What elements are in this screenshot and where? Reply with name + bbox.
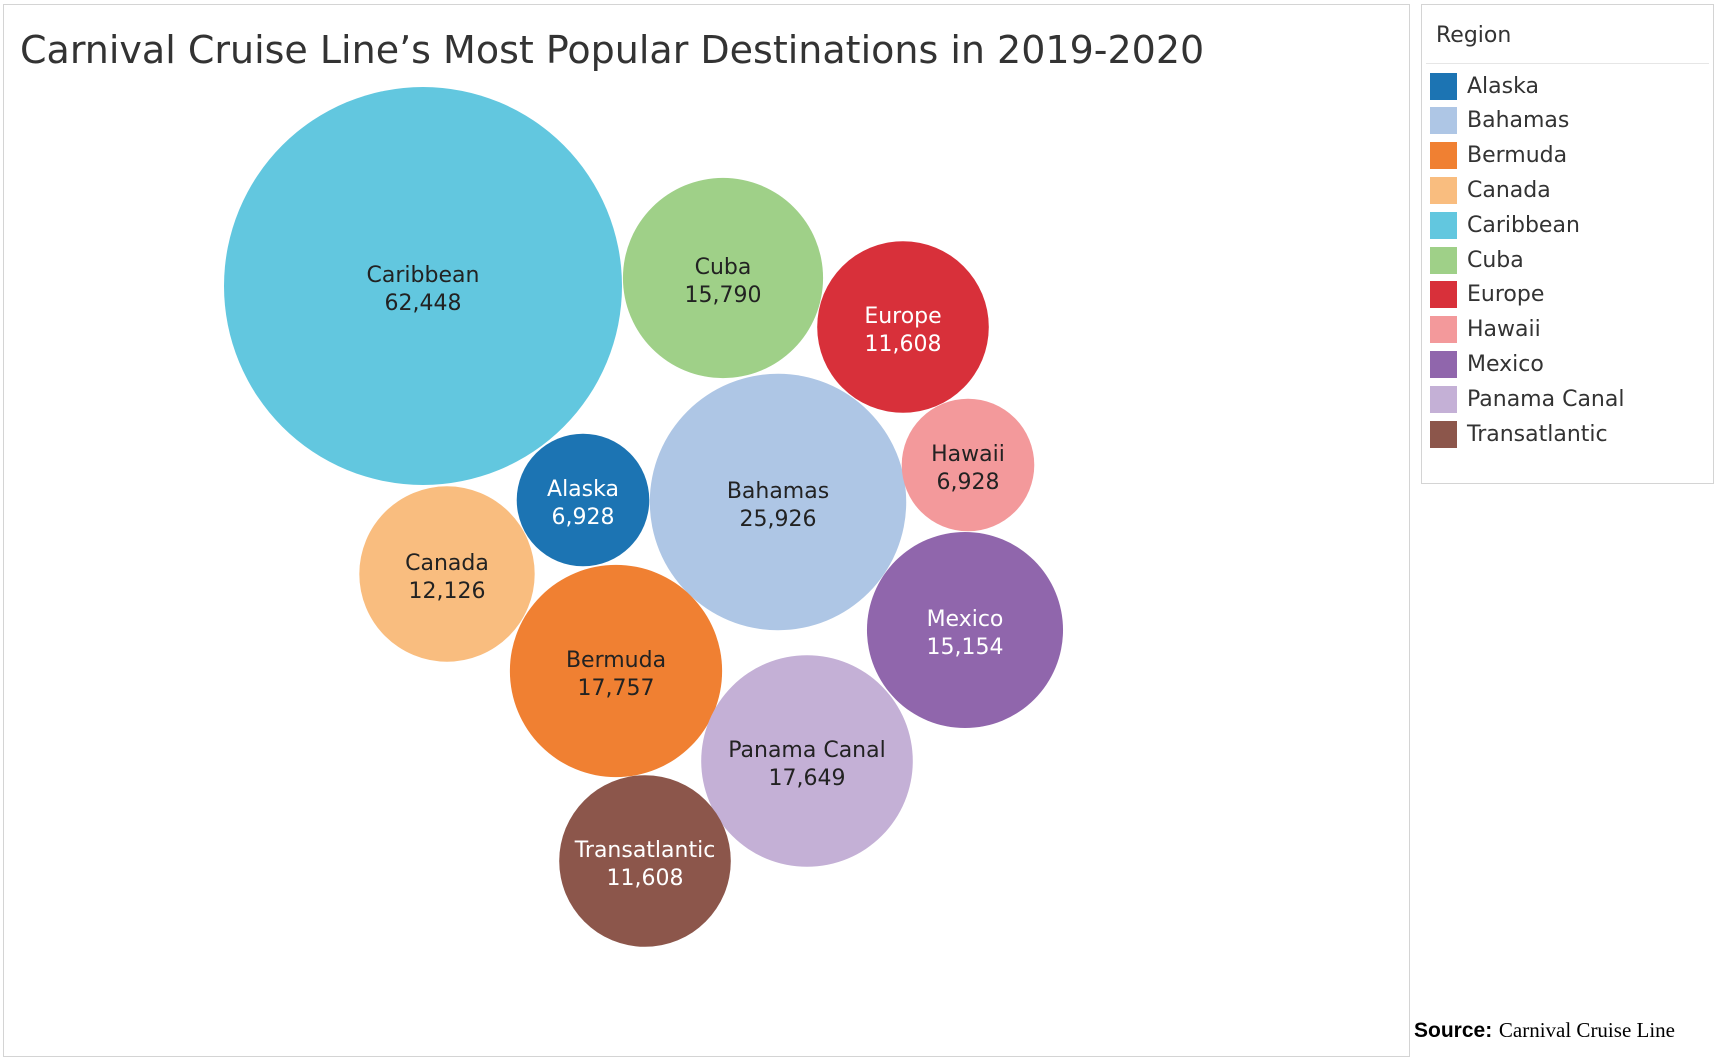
bubble-region-label: Hawaii [931,442,1005,467]
legend-divider [1426,63,1709,64]
bubble-region-label: Panama Canal [728,738,885,763]
legend-item-cuba[interactable]: Cuba [1430,245,1524,275]
bubble-caribbean [224,87,622,485]
legend-item-mexico[interactable]: Mexico [1430,349,1544,379]
bubble-region-label: Canada [405,551,489,576]
legend-item-caribbean[interactable]: Caribbean [1430,210,1580,240]
legend-label: Canada [1467,177,1551,203]
bubble-value-label: 11,608 [607,866,684,891]
legend-label: Europe [1467,282,1545,308]
source-text: Carnival Cruise Line [1498,1018,1675,1042]
legend-label: Bermuda [1467,143,1568,169]
legend-item-hawaii[interactable]: Hawaii [1430,315,1541,345]
bubble-value-label: 17,649 [769,766,846,791]
bubble-group-bahamas: Bahamas 25,926 [649,373,907,631]
legend-swatch [1430,176,1457,204]
legend-label: Transatlantic [1467,421,1608,447]
legend-title: Region [1436,23,1512,48]
bubble-value-label: 12,126 [409,579,486,604]
legend-swatch [1430,420,1457,448]
bubble-chart: Caribbean 62,448 Cuba 15,790 Europe 11,608 Ala… [224,87,1064,947]
legend-swatch [1430,350,1457,378]
bubble-transatlantic [559,775,731,947]
legend-label: Mexico [1467,351,1544,377]
bubble-region-label: Alaska [547,477,619,502]
bubble-alaska [516,433,650,567]
legend-swatch [1430,72,1457,100]
bubble-bahamas [649,373,907,631]
bubble-region-label: Transatlantic [574,838,716,863]
bubble-canada [359,486,535,662]
bubble-region-label: Bermuda [566,648,666,673]
legend-label: Cuba [1467,247,1524,273]
legend: Region Alaska Bahamas Bermuda Canada Caribbe… [1421,4,1714,484]
legend-label: Panama Canal [1467,386,1625,412]
bubble-mexico [866,531,1064,729]
bubble-group-panama-canal: Panama Canal 17,649 [701,655,913,867]
bubble-value-label: 62,448 [385,291,462,316]
legend-item-bahamas[interactable]: Bahamas [1430,106,1569,136]
bubble-group-transatlantic: Transatlantic 11,608 [559,775,731,947]
legend-item-alaska[interactable]: Alaska [1430,71,1539,101]
bubble-value-label: 17,757 [578,676,655,701]
legend-swatch [1430,246,1457,274]
legend-label: Hawaii [1467,317,1541,343]
bubble-value-label: 11,608 [865,332,942,357]
legend-swatch [1430,281,1457,309]
bubble-region-label: Cuba [695,255,752,280]
bubble-group-cuba: Cuba 15,790 [622,177,824,379]
bubble-group-bermuda: Bermuda 17,757 [509,564,723,778]
legend-label: Caribbean [1467,212,1580,238]
legend-item-transatlantic[interactable]: Transatlantic [1430,419,1608,449]
bubble-region-label: Caribbean [367,263,480,288]
bubble-cuba [622,177,824,379]
legend-swatch [1430,316,1457,344]
source-note: Source: Carnival Cruise Line [1414,1018,1675,1043]
bubble-group-caribbean: Caribbean 62,448 [224,87,622,485]
bubble-group-hawaii: Hawaii 6,928 [901,398,1035,532]
bubble-value-label: 6,928 [552,505,615,530]
legend-label: Alaska [1467,73,1539,99]
source-label: Source: [1414,1019,1493,1042]
bubble-group-mexico: Mexico 15,154 [866,531,1064,729]
bubble-region-label: Bahamas [727,479,829,504]
bubble-hawaii [901,398,1035,532]
bubble-value-label: 25,926 [740,507,817,532]
bubble-value-label: 6,928 [937,470,1000,495]
bubble-group-alaska: Alaska 6,928 [516,433,650,567]
legend-item-bermuda[interactable]: Bermuda [1430,141,1567,171]
bubble-panama-canal [701,655,913,867]
legend-swatch [1430,385,1457,413]
legend-swatch [1430,211,1457,239]
bubble-group-europe: Europe 11,608 [817,241,989,413]
legend-swatch [1430,107,1457,135]
bubble-group-canada: Canada 12,126 [359,486,535,662]
legend-item-europe[interactable]: Europe [1430,280,1544,310]
bubble-europe [817,241,989,413]
legend-swatch [1430,142,1457,170]
legend-item-panama-canal[interactable]: Panama Canal [1430,384,1624,414]
bubble-region-label: Mexico [927,607,1004,632]
bubble-value-label: 15,790 [685,283,762,308]
legend-item-canada[interactable]: Canada [1430,175,1551,205]
legend-label: Bahamas [1467,108,1570,134]
bubble-value-label: 15,154 [927,635,1004,660]
bubble-region-label: Europe [864,304,941,329]
bubble-bermuda [509,564,723,778]
chart-title: Carnival Cruise Line’s Most Popular Dest… [20,28,1205,72]
